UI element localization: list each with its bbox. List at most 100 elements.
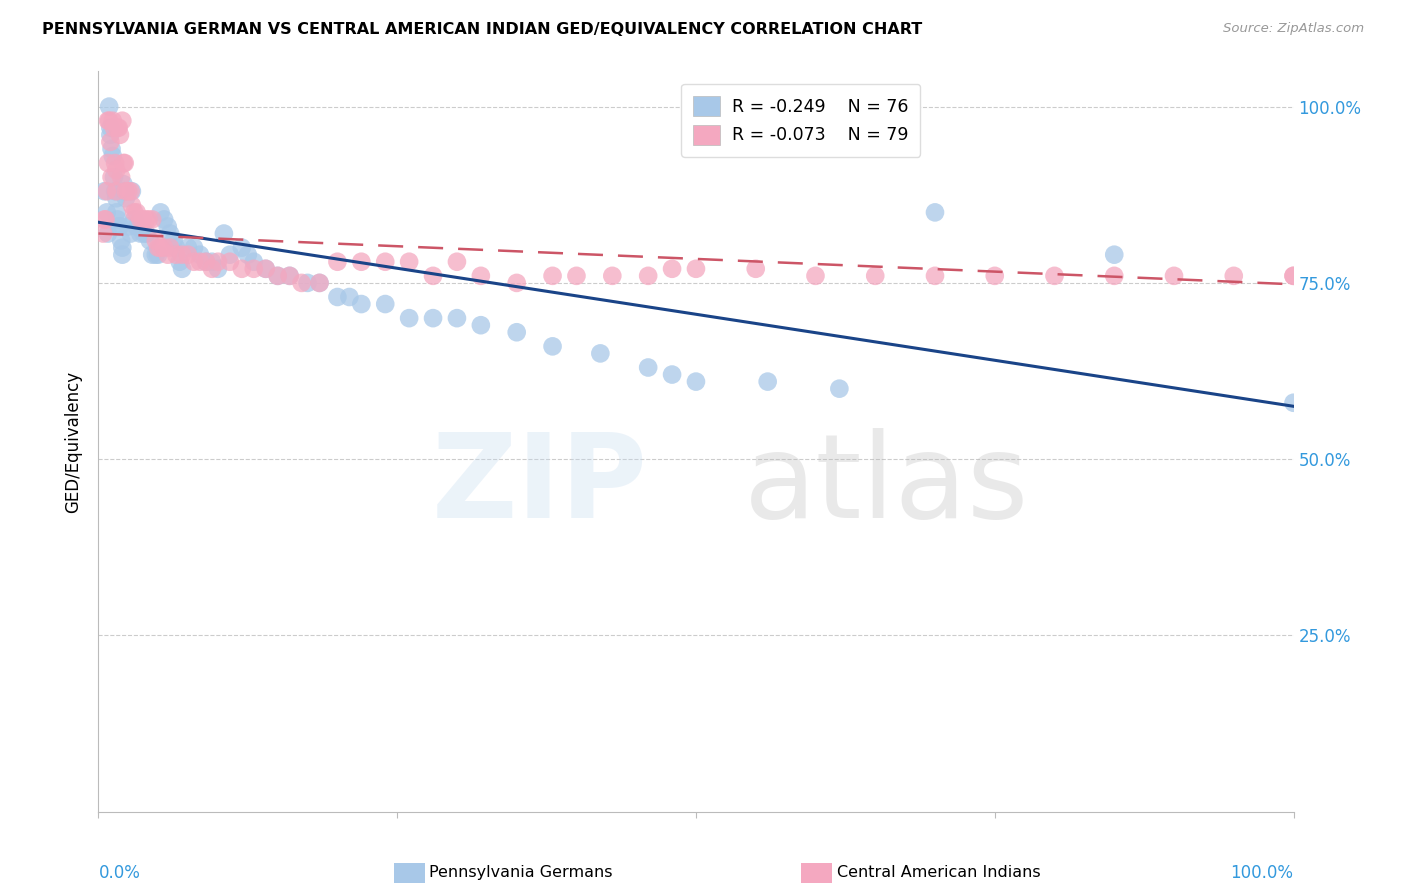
- Point: [602, 268, 624, 283]
- Point: [589, 346, 612, 360]
- Point: [446, 311, 468, 326]
- Point: [131, 212, 153, 227]
- Point: [114, 156, 136, 170]
- Point: [156, 248, 179, 262]
- Point: [685, 261, 707, 276]
- Point: [96, 205, 118, 219]
- Point: [97, 227, 120, 241]
- Point: [97, 156, 120, 170]
- Point: [1223, 268, 1246, 283]
- Point: [98, 100, 121, 114]
- Point: [169, 254, 191, 268]
- Point: [374, 297, 396, 311]
- Point: [201, 254, 224, 268]
- Point: [125, 205, 148, 219]
- Point: [195, 254, 218, 268]
- Point: [828, 382, 851, 396]
- Point: [135, 227, 157, 241]
- Point: [148, 248, 170, 262]
- Point: [398, 311, 420, 326]
- Point: [398, 254, 420, 268]
- Point: [637, 360, 659, 375]
- Point: [350, 254, 373, 268]
- Point: [326, 290, 349, 304]
- Point: [105, 205, 128, 219]
- Point: [236, 248, 259, 262]
- Point: [129, 212, 152, 227]
- Point: [207, 254, 229, 268]
- Text: 100.0%: 100.0%: [1230, 863, 1294, 881]
- Point: [124, 205, 146, 219]
- Point: [267, 268, 290, 283]
- Point: [267, 268, 290, 283]
- Point: [114, 184, 136, 198]
- Point: [1282, 396, 1305, 410]
- Point: [129, 227, 152, 241]
- Point: [201, 261, 224, 276]
- Point: [350, 297, 373, 311]
- Point: [297, 276, 319, 290]
- Point: [865, 268, 887, 283]
- Point: [135, 212, 157, 227]
- Point: [924, 268, 946, 283]
- Point: [110, 170, 132, 185]
- Point: [188, 248, 211, 262]
- Point: [1043, 268, 1066, 283]
- Point: [243, 261, 266, 276]
- Point: [685, 375, 707, 389]
- Point: [231, 261, 253, 276]
- Legend: R = -0.249    N = 76, R = -0.073    N = 79: R = -0.249 N = 76, R = -0.073 N = 79: [682, 84, 921, 157]
- Point: [107, 212, 129, 227]
- Point: [804, 268, 827, 283]
- Point: [104, 156, 127, 170]
- Point: [924, 205, 946, 219]
- Point: [984, 268, 1007, 283]
- Text: atlas: atlas: [744, 428, 1029, 543]
- Point: [745, 261, 768, 276]
- Point: [291, 276, 314, 290]
- Point: [91, 227, 114, 241]
- Point: [104, 184, 127, 198]
- Point: [139, 234, 162, 248]
- Point: [111, 248, 134, 262]
- Point: [94, 212, 117, 227]
- Text: PENNSYLVANIA GERMAN VS CENTRAL AMERICAN INDIAN GED/EQUIVALENCY CORRELATION CHART: PENNSYLVANIA GERMAN VS CENTRAL AMERICAN …: [42, 22, 922, 37]
- Text: Central American Indians: Central American Indians: [837, 865, 1040, 880]
- Point: [97, 113, 120, 128]
- Point: [541, 268, 564, 283]
- Point: [756, 375, 779, 389]
- Point: [96, 184, 118, 198]
- Point: [138, 212, 160, 227]
- Point: [112, 156, 135, 170]
- Point: [105, 191, 128, 205]
- Point: [183, 241, 205, 255]
- Point: [212, 227, 235, 241]
- Point: [120, 227, 142, 241]
- Point: [115, 184, 138, 198]
- Point: [1282, 268, 1305, 283]
- Point: [111, 113, 134, 128]
- Point: [110, 234, 132, 248]
- Point: [177, 241, 200, 255]
- Point: [120, 184, 142, 198]
- Point: [98, 135, 122, 149]
- Point: [103, 120, 125, 135]
- Point: [111, 241, 134, 255]
- Point: [121, 184, 143, 198]
- Y-axis label: GED/Equivalency: GED/Equivalency: [65, 370, 83, 513]
- Point: [470, 268, 492, 283]
- Point: [108, 128, 131, 142]
- Point: [183, 254, 205, 268]
- Point: [107, 219, 129, 234]
- Point: [278, 268, 301, 283]
- Point: [1163, 268, 1185, 283]
- Point: [219, 248, 242, 262]
- Point: [422, 311, 444, 326]
- Point: [107, 120, 129, 135]
- Point: [243, 254, 266, 268]
- Point: [100, 170, 122, 185]
- Point: [125, 219, 148, 234]
- Point: [100, 142, 122, 156]
- Point: [565, 268, 588, 283]
- Point: [153, 212, 176, 227]
